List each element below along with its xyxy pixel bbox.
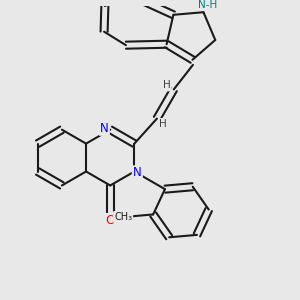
Text: N: N xyxy=(133,167,142,179)
Text: H: H xyxy=(159,119,167,129)
Text: CH₃: CH₃ xyxy=(114,212,132,222)
Text: O: O xyxy=(105,214,115,227)
Text: N-H: N-H xyxy=(198,0,218,10)
Text: N: N xyxy=(100,122,109,135)
Text: H: H xyxy=(163,80,170,90)
